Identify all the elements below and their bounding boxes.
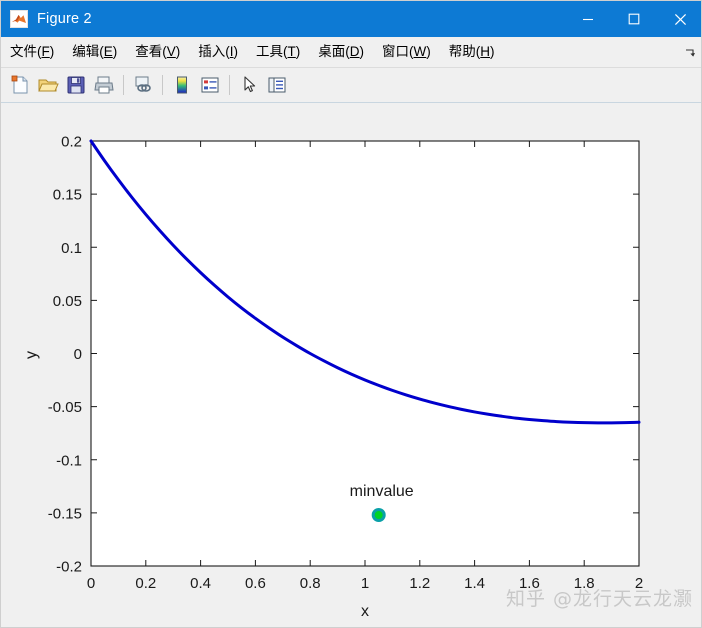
menu-bar: 文件(F) 编辑(E) 查看(V) 插入(I) 工具(T) 桌面(D) 窗口(W… [1,37,701,68]
menu-item-edit[interactable]: 编辑(E) [72,44,118,59]
toolbar-separator [162,75,163,95]
menu-item-view[interactable]: 查看(V) [135,44,181,59]
save-figure-icon [67,76,85,94]
svg-text:1.2: 1.2 [409,575,430,592]
close-icon [674,13,686,25]
insert-legend-icon [201,77,219,93]
svg-text:1.4: 1.4 [464,575,485,592]
menu-label: 帮助 [448,44,476,59]
svg-text:-0.05: -0.05 [48,399,82,416]
svg-text:0.2: 0.2 [61,134,82,151]
x-axis-label: x [361,603,369,620]
menu-item-tools[interactable]: 工具(T) [256,44,301,59]
print-figure-button[interactable] [91,72,117,98]
svg-text:0.6: 0.6 [245,575,266,592]
open-file-button[interactable] [35,72,61,98]
menu-item-help[interactable]: 帮助(H) [448,44,495,59]
maximize-icon [628,13,640,25]
menu-accel: V [166,44,176,59]
minimize-button[interactable] [565,1,611,37]
figure-canvas[interactable]: 0 0.2 0.4 0.6 0.8 1 1.2 1.4 1.6 1.8 2 -0.2 -0.15 -0.1… [2,104,702,628]
minimize-icon [583,18,593,21]
insert-colorbar-button[interactable] [169,72,195,98]
svg-text:1.8: 1.8 [574,575,595,592]
menu-accel: W [413,44,427,59]
toolbar [1,68,701,103]
menu-label: 查看 [135,44,163,59]
menu-accel: I [229,44,234,59]
svg-text:1.6: 1.6 [519,575,540,592]
insert-colorbar-icon [177,76,187,94]
matlab-membrane-icon [10,10,28,28]
svg-text:2: 2 [635,575,643,592]
minvalue-marker[interactable] [371,508,386,522]
link-plot-button[interactable] [130,72,156,98]
window-controls [565,1,701,37]
menu-label: 窗口 [382,44,410,59]
print-figure-icon [94,76,114,94]
svg-text:0: 0 [74,346,82,363]
title-bar: Figure 2 [1,1,701,37]
menu-item-window[interactable]: 窗口(W) [382,44,431,59]
maximize-button[interactable] [611,1,657,37]
svg-text:0.05: 0.05 [53,293,82,310]
menu-label: 桌面 [318,44,346,59]
menu-item-desktop[interactable]: 桌面(D) [318,44,365,59]
insert-legend-button[interactable] [197,72,223,98]
open-file-icon [38,79,59,92]
window-title: Figure 2 [37,11,92,27]
y-axis-label: y [23,351,40,359]
menu-label: 编辑 [72,44,100,59]
menu-accel: E [103,44,113,59]
menu-accel: D [349,44,360,59]
save-figure-button[interactable] [63,72,89,98]
close-button[interactable] [657,1,701,37]
plot-area[interactable]: 0 0.2 0.4 0.6 0.8 1 1.2 1.4 1.6 1.8 2 -0.2 -0.15 -0.1… [2,104,702,628]
minvalue-label: minvalue [350,483,414,500]
show-plot-tools-button[interactable] [264,72,290,98]
data-curve [89,139,641,425]
axes-box [90,140,640,567]
menu-label: 文件 [10,44,37,59]
svg-text:0.8: 0.8 [300,575,321,592]
menu-item-insert[interactable]: 插入(I) [198,44,239,59]
svg-text:1: 1 [361,575,369,592]
svg-text:-0.15: -0.15 [48,505,82,522]
svg-text:0: 0 [87,575,95,592]
menu-accel: F [41,44,50,59]
svg-text:-0.2: -0.2 [56,559,82,576]
edit-plot-pointer-icon [244,76,256,93]
menu-label: 工具 [256,44,284,59]
svg-text:-0.1: -0.1 [56,452,82,469]
toolbar-separator [123,75,124,95]
link-plot-icon [135,76,151,92]
menu-accel: H [480,44,491,59]
axis-tick-labels: 0 0.2 0.4 0.6 0.8 1 1.2 1.4 1.6 1.8 2 -0.2 -0.15 -0.1… [48,134,643,593]
svg-text:0.1: 0.1 [61,240,82,257]
new-figure-icon [11,75,28,94]
toolbar-separator [229,75,230,95]
menu-item-file[interactable]: 文件(F) [10,44,55,59]
axes-background [91,141,639,566]
new-figure-button[interactable] [7,72,33,98]
svg-text:0.2: 0.2 [135,575,156,592]
edit-plot-pointer-button[interactable] [236,72,262,98]
show-plot-tools-icon [268,77,286,93]
menu-accel: T [287,44,296,59]
menu-overflow-arrow-icon[interactable] [683,46,697,60]
data-markers[interactable]: minvalue [350,483,414,522]
svg-text:0.15: 0.15 [53,187,82,204]
svg-text:0.4: 0.4 [190,575,211,592]
menu-label: 插入 [198,44,226,59]
